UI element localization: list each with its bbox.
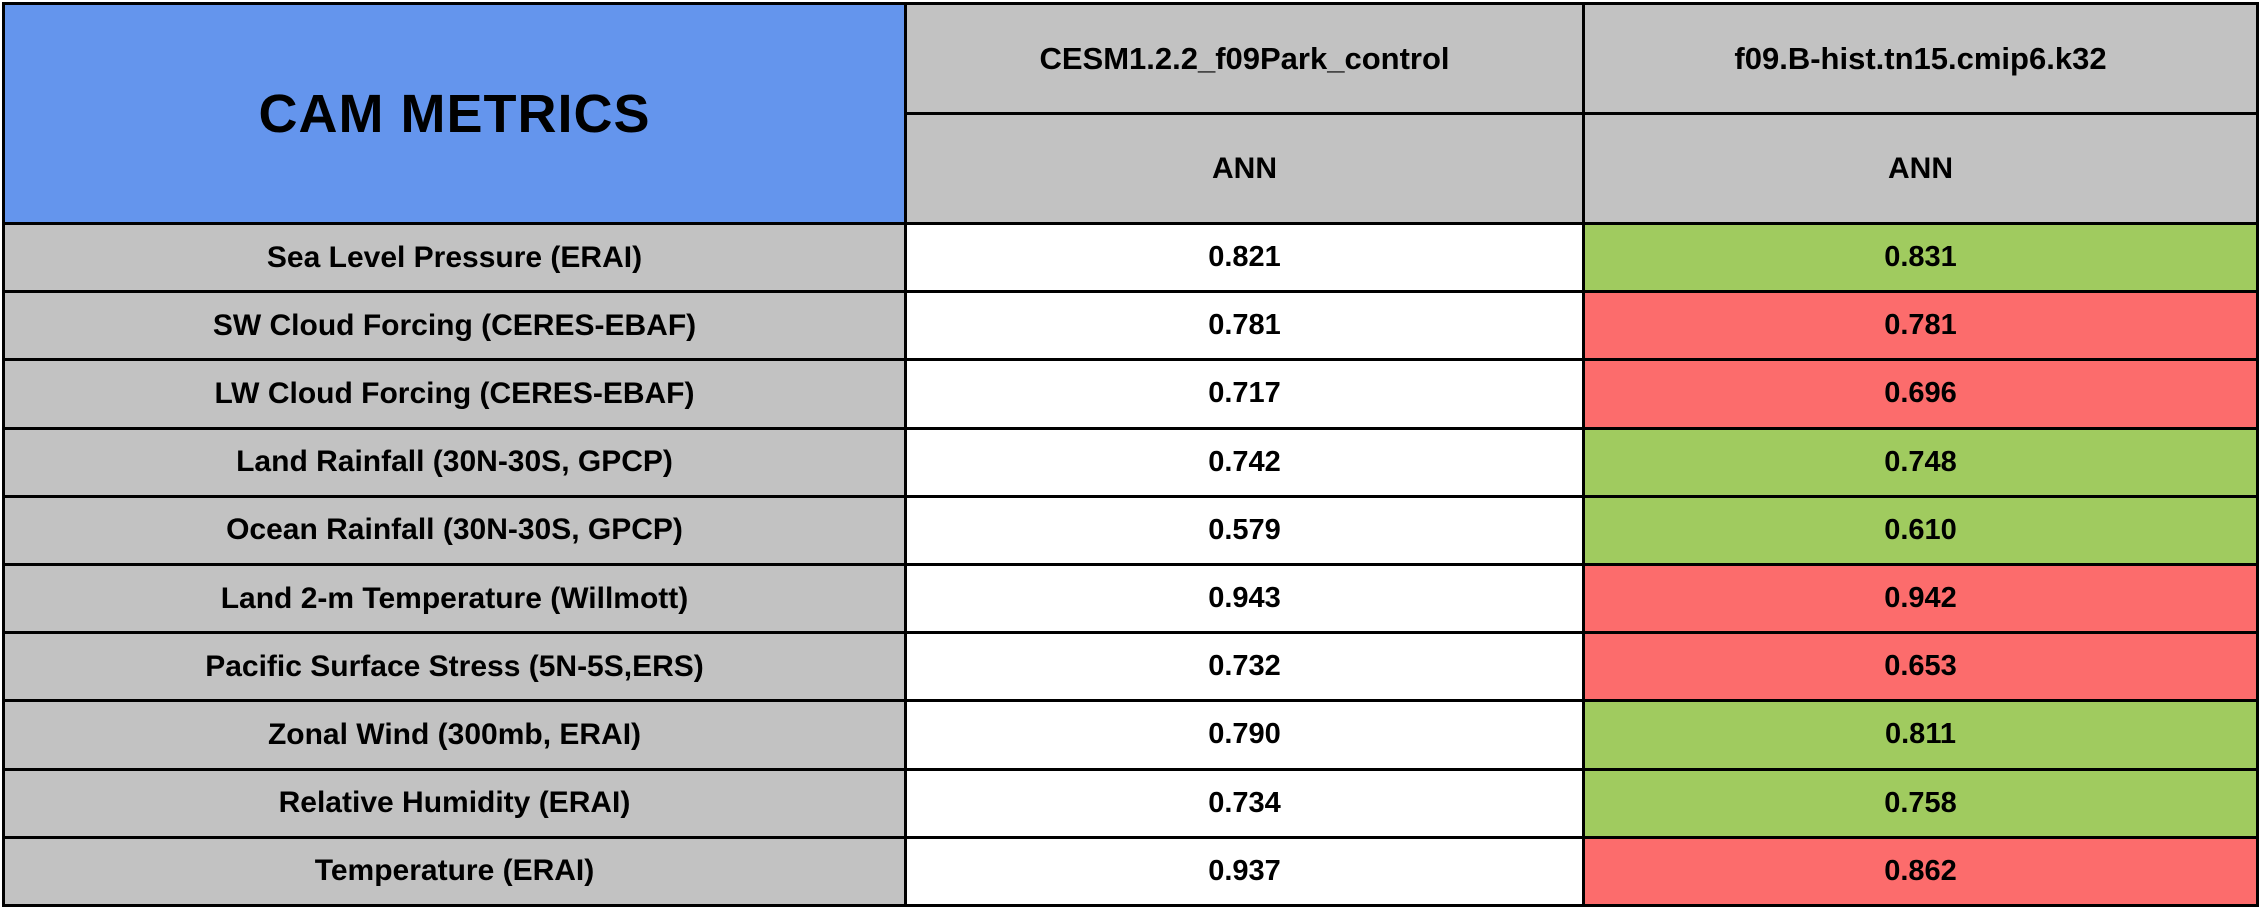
control-value-cell: 0.937 <box>904 835 1585 908</box>
metric-label-cell: Temperature (ERAI) <box>2 835 907 908</box>
table-row: Ocean Rainfall (30N-30S, GPCP) 0.579 0.610 <box>2 494 2259 566</box>
metric-label-cell: Zonal Wind (300mb, ERAI) <box>2 699 907 771</box>
test-value-cell: 0.831 <box>1582 221 2259 294</box>
model-header-row: CAM METRICS CESM1.2.2_f09Park_control f0… <box>2 2 2259 225</box>
control-value-cell: 0.943 <box>904 562 1585 635</box>
season-header-test: ANN <box>1582 112 2259 225</box>
test-value-cell: 0.781 <box>1582 290 2259 362</box>
test-value-cell: 0.653 <box>1582 631 2259 703</box>
table-title: CAM METRICS <box>2 2 907 225</box>
table-row: Land 2-m Temperature (Willmott) 0.943 0.94… <box>2 562 2259 635</box>
metric-label-cell: LW Cloud Forcing (CERES-EBAF) <box>2 358 907 430</box>
metric-label-cell: Land Rainfall (30N-30S, GPCP) <box>2 426 907 498</box>
test-value-cell: 0.862 <box>1582 835 2259 908</box>
control-value-cell: 0.579 <box>904 494 1585 566</box>
column-header-test-model: f09.B-hist.tn15.cmip6.k32 <box>1582 2 2259 115</box>
control-value-cell: 0.821 <box>904 221 1585 294</box>
table-row: LW Cloud Forcing (CERES-EBAF) 0.717 0.696 <box>2 358 2259 430</box>
control-value-cell: 0.781 <box>904 290 1585 362</box>
metric-label-cell: Pacific Surface Stress (5N-5S,ERS) <box>2 631 907 703</box>
metric-label-cell: Relative Humidity (ERAI) <box>2 767 907 839</box>
table-row: Sea Level Pressure (ERAI) 0.821 0.831 <box>2 221 2259 294</box>
test-value-cell: 0.758 <box>1582 767 2259 839</box>
control-value-cell: 0.734 <box>904 767 1585 839</box>
control-value-cell: 0.732 <box>904 631 1585 703</box>
column-header-control-model: CESM1.2.2_f09Park_control <box>904 2 1585 115</box>
metric-label-cell: Ocean Rainfall (30N-30S, GPCP) <box>2 494 907 566</box>
table-row: Zonal Wind (300mb, ERAI) 0.790 0.811 <box>2 699 2259 771</box>
table-row: Land Rainfall (30N-30S, GPCP) 0.742 0.748 <box>2 426 2259 498</box>
test-value-cell: 0.696 <box>1582 358 2259 430</box>
control-value-cell: 0.717 <box>904 358 1585 430</box>
table-row: Pacific Surface Stress (5N-5S,ERS) 0.732 0… <box>2 631 2259 703</box>
control-value-cell: 0.742 <box>904 426 1585 498</box>
table-row: SW Cloud Forcing (CERES-EBAF) 0.781 0.781 <box>2 290 2259 362</box>
table-row: Temperature (ERAI) 0.937 0.862 <box>2 835 2259 908</box>
test-value-cell: 0.610 <box>1582 494 2259 566</box>
test-value-cell: 0.942 <box>1582 562 2259 635</box>
metric-label-cell: SW Cloud Forcing (CERES-EBAF) <box>2 290 907 362</box>
season-header-control: ANN <box>904 112 1585 225</box>
test-value-cell: 0.748 <box>1582 426 2259 498</box>
metrics-body: Sea Level Pressure (ERAI) 0.821 0.831 SW Cl… <box>2 221 2259 908</box>
control-value-cell: 0.790 <box>904 699 1585 771</box>
metric-label-cell: Sea Level Pressure (ERAI) <box>2 221 907 294</box>
table-row: Relative Humidity (ERAI) 0.734 0.758 <box>2 767 2259 839</box>
test-value-cell: 0.811 <box>1582 699 2259 771</box>
season-header-row: ANN ANN <box>4 112 2259 225</box>
metric-label-cell: Land 2-m Temperature (Willmott) <box>2 562 907 635</box>
